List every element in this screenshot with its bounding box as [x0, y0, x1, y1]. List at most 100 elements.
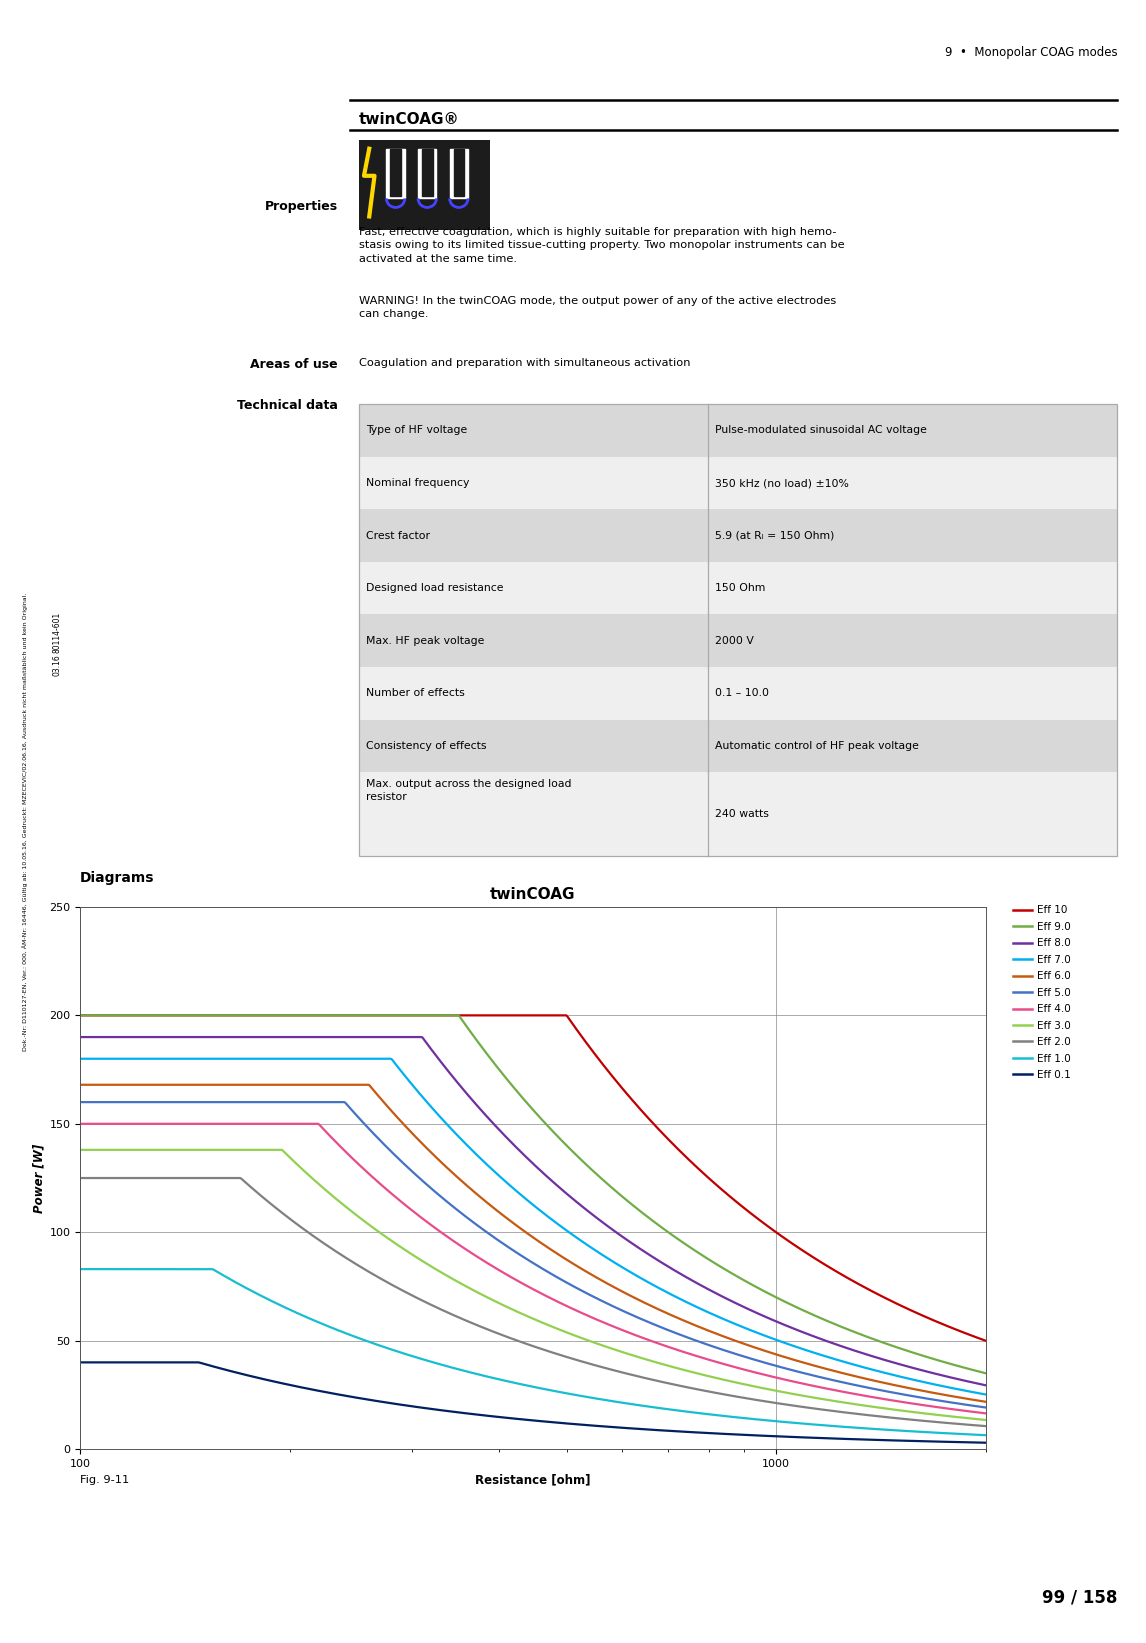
Eff 10: [623, 1088, 637, 1107]
Eff 2.0: [853, 1405, 866, 1424]
Eff 7.0: [599, 1247, 613, 1267]
Eff 4.0: [979, 1403, 992, 1423]
Eff 8.0: [623, 1232, 637, 1252]
Eff 4.0: [623, 1323, 637, 1342]
Text: Max. output across the designed load
resistor: Max. output across the designed load res…: [366, 779, 571, 802]
Eff 1.0: [73, 1259, 87, 1278]
Line: Eff 8.0: Eff 8.0: [80, 1037, 986, 1385]
Eff 6.0: [979, 1392, 992, 1411]
Eff 4.0: [128, 1114, 142, 1134]
Eff 1.0: [599, 1390, 613, 1410]
Eff 1.0: [853, 1418, 866, 1438]
Eff 8.0: [760, 1308, 774, 1328]
Eff 4.0: [599, 1314, 613, 1334]
Eff 0.1: [760, 1426, 774, 1446]
Eff 6.0: [853, 1367, 866, 1387]
Bar: [422, 148, 432, 196]
Eff 5.0: [979, 1398, 992, 1418]
Title: twinCOAG: twinCOAG: [490, 887, 575, 902]
Eff 2.0: [760, 1392, 774, 1411]
Eff 8.0: [128, 1027, 142, 1047]
Eff 10: [853, 1275, 866, 1295]
Eff 9.0: [128, 1006, 142, 1025]
Text: Nominal frequency: Nominal frequency: [366, 478, 469, 488]
Text: 240 watts: 240 watts: [715, 810, 769, 820]
Eff 3.0: [73, 1140, 87, 1160]
Bar: [391, 148, 401, 196]
Eff 7.0: [73, 1048, 87, 1068]
Eff 2.0: [73, 1168, 87, 1188]
Line: Eff 5.0: Eff 5.0: [80, 1102, 986, 1408]
Eff 5.0: [73, 1093, 87, 1112]
Eff 8.0: [853, 1342, 866, 1362]
Legend: Eff 10, Eff 9.0, Eff 8.0, Eff 7.0, Eff 6.0, Eff 5.0, Eff 4.0, Eff 3.0, Eff 2.0, : Eff 10, Eff 9.0, Eff 8.0, Eff 7.0, Eff 6…: [1008, 902, 1075, 1084]
Eff 10: [73, 1006, 87, 1025]
Text: 5.9 (at Rₗ = 150 Ohm): 5.9 (at Rₗ = 150 Ohm): [715, 531, 834, 541]
Line: Eff 4.0: Eff 4.0: [80, 1124, 986, 1413]
Eff 6.0: [760, 1342, 774, 1362]
Text: Number of effects: Number of effects: [366, 688, 464, 698]
Eff 5.0: [623, 1305, 637, 1324]
Eff 1.0: [979, 1426, 992, 1446]
Text: Type of HF voltage: Type of HF voltage: [366, 426, 466, 435]
Bar: [454, 148, 464, 196]
Eff 2.0: [650, 1370, 664, 1390]
Text: Consistency of effects: Consistency of effects: [366, 741, 486, 751]
Eff 6.0: [73, 1075, 87, 1094]
Eff 3.0: [623, 1344, 637, 1364]
Eff 5.0: [650, 1316, 664, 1336]
Eff 9.0: [760, 1283, 774, 1303]
Eff 6.0: [599, 1273, 613, 1293]
Eff 0.1: [128, 1352, 142, 1372]
Eff 7.0: [623, 1262, 637, 1282]
Line: Eff 9.0: Eff 9.0: [80, 1015, 986, 1374]
Eff 9.0: [853, 1324, 866, 1344]
Eff 0.1: [650, 1420, 664, 1439]
Text: Fig. 9-11: Fig. 9-11: [80, 1475, 129, 1485]
Eff 5.0: [760, 1354, 774, 1374]
Eff 9.0: [650, 1214, 664, 1234]
Eff 0.1: [599, 1416, 613, 1436]
Eff 7.0: [760, 1326, 774, 1346]
Text: Diagrams: Diagrams: [80, 871, 155, 886]
Eff 3.0: [853, 1395, 866, 1415]
Text: Properties: Properties: [265, 200, 338, 214]
Eff 0.1: [853, 1429, 866, 1449]
Text: WARNING! In the twinCOAG mode, the output power of any of the active electrodes
: WARNING! In the twinCOAG mode, the outpu…: [359, 296, 835, 319]
Eff 1.0: [760, 1410, 774, 1429]
Eff 10: [979, 1331, 992, 1351]
Text: 99 / 158: 99 / 158: [1042, 1589, 1117, 1607]
Eff 2.0: [599, 1359, 613, 1378]
Eff 2.0: [623, 1364, 637, 1383]
Eff 4.0: [650, 1332, 664, 1352]
Eff 2.0: [128, 1168, 142, 1188]
Eff 3.0: [760, 1378, 774, 1398]
Eff 1.0: [128, 1259, 142, 1278]
Eff 3.0: [128, 1140, 142, 1160]
Bar: [418, 148, 437, 199]
X-axis label: Resistance [ohm]: Resistance [ohm]: [476, 1474, 590, 1485]
Eff 2.0: [979, 1416, 992, 1436]
Eff 10: [760, 1216, 774, 1236]
Eff 8.0: [73, 1027, 87, 1047]
Eff 3.0: [599, 1337, 613, 1357]
Text: Areas of use: Areas of use: [251, 358, 338, 371]
Line: Eff 7.0: Eff 7.0: [80, 1058, 986, 1395]
Text: Automatic control of HF peak voltage: Automatic control of HF peak voltage: [715, 741, 918, 751]
Text: Technical data: Technical data: [237, 399, 338, 412]
Eff 5.0: [128, 1093, 142, 1112]
Eff 0.1: [73, 1352, 87, 1372]
Text: Fast, effective coagulation, which is highly suitable for preparation with high : Fast, effective coagulation, which is hi…: [359, 227, 845, 265]
Text: Coagulation and preparation with simultaneous activation: Coagulation and preparation with simulta…: [359, 358, 690, 368]
Eff 10: [128, 1006, 142, 1025]
Text: twinCOAG®: twinCOAG®: [359, 112, 460, 127]
FancyBboxPatch shape: [355, 136, 494, 233]
Eff 5.0: [853, 1377, 866, 1397]
Text: 350 kHz (no load) ±10%: 350 kHz (no load) ±10%: [715, 478, 848, 488]
Eff 9.0: [979, 1364, 992, 1383]
Line: Eff 6.0: Eff 6.0: [80, 1084, 986, 1401]
Eff 8.0: [599, 1214, 613, 1234]
Line: Eff 10: Eff 10: [80, 1015, 986, 1341]
Eff 5.0: [599, 1293, 613, 1313]
Text: 80114-601: 80114-601: [53, 611, 62, 654]
